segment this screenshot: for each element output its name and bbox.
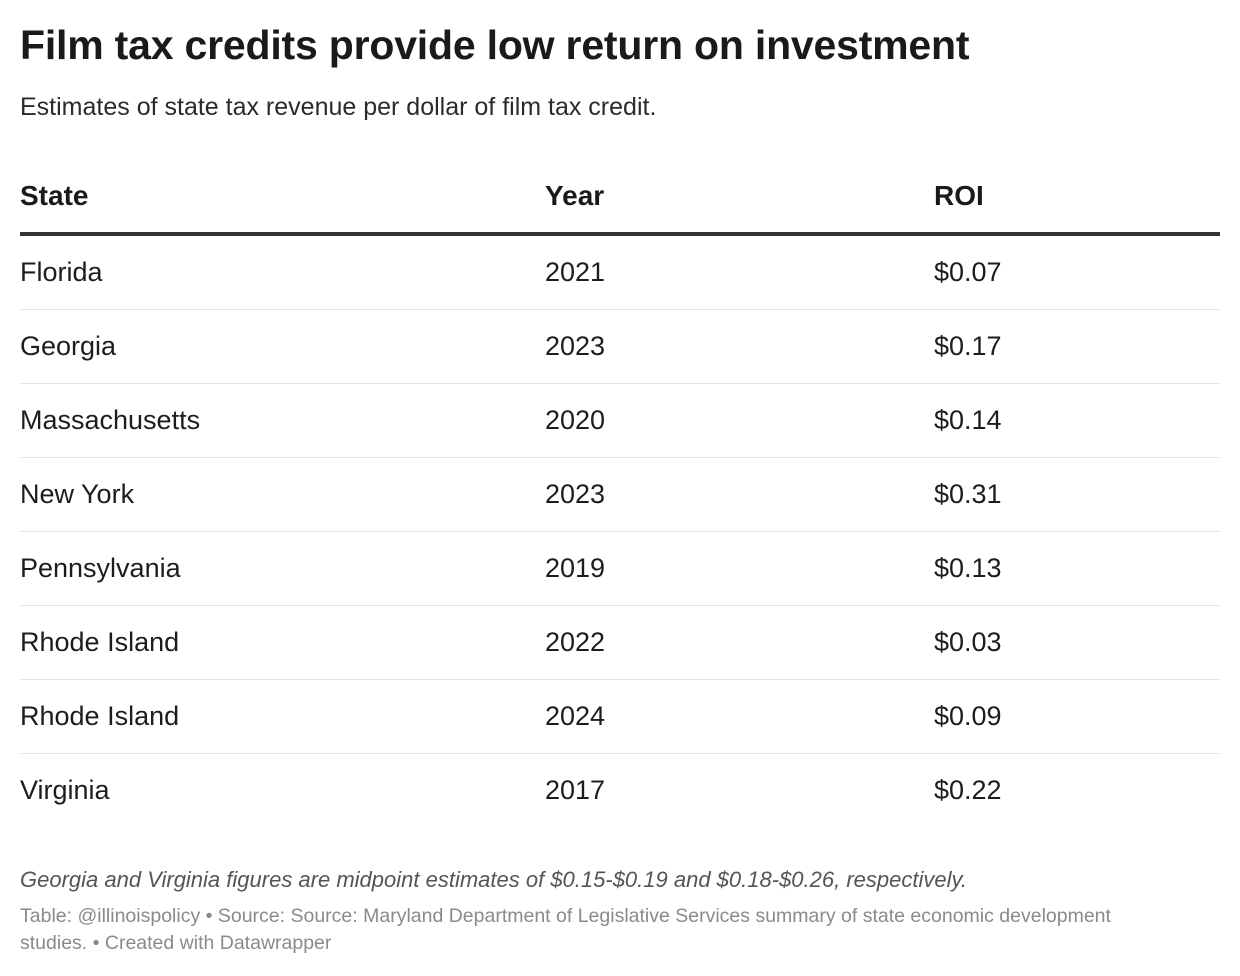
cell-year: 2022: [545, 605, 934, 680]
chart-title: Film tax credits provide low return on i…: [20, 22, 970, 68]
chart-subtitle: Estimates of state tax revenue per dolla…: [20, 93, 657, 121]
cell-state: New York: [20, 457, 545, 532]
cell-year: 2021: [545, 234, 934, 310]
table-row: Massachusetts 2020 $0.14: [20, 383, 1220, 458]
cell-roi: $0.13: [934, 531, 1220, 606]
column-header-roi: ROI: [934, 160, 1220, 236]
chart-notes: Georgia and Virginia figures are midpoin…: [20, 867, 967, 892]
cell-year: 2023: [545, 309, 934, 384]
cell-year: 2023: [545, 457, 934, 532]
cell-year: 2017: [545, 775, 606, 805]
cell-roi: $0.14: [934, 383, 1220, 458]
cell-state: Pennsylvania: [20, 531, 545, 606]
cell-state: Virginia: [20, 775, 110, 805]
table-row: Pennsylvania 2019 $0.13: [20, 531, 1220, 606]
cell-state: Rhode Island: [20, 605, 545, 680]
cell-roi: $0.09: [934, 679, 1220, 754]
cell-year: 2019: [545, 531, 934, 606]
table-row: New York 2023 $0.31: [20, 457, 1220, 532]
data-table: State Year ROI Florida 2021 $0.07 Georgi…: [20, 160, 1220, 827]
table-row: Florida 2021 $0.07: [20, 234, 1220, 310]
column-header-year: Year: [545, 160, 934, 236]
table-row: Virginia 2017 $0.22: [20, 754, 1220, 828]
column-header-state: State: [20, 160, 545, 236]
chart-footer: Table: @illinoispolicy • Source: Source:…: [20, 905, 1111, 954]
cell-roi: $0.07: [934, 234, 1220, 310]
cell-roi: $0.17: [934, 309, 1220, 384]
table-row: Rhode Island 2022 $0.03: [20, 605, 1220, 680]
table-header-row: State Year ROI: [20, 160, 1220, 236]
cell-state: Florida: [20, 234, 545, 310]
cell-state: Massachusetts: [20, 383, 545, 458]
cell-state: Georgia: [20, 309, 545, 384]
table-row: Georgia 2023 $0.17: [20, 309, 1220, 384]
table-row: Rhode Island 2024 $0.09: [20, 679, 1220, 754]
cell-year: 2020: [545, 383, 934, 458]
cell-state: Rhode Island: [20, 679, 545, 754]
cell-roi: $0.22: [934, 775, 1002, 805]
cell-roi: $0.31: [934, 457, 1220, 532]
cell-roi: $0.03: [934, 605, 1220, 680]
cell-year: 2024: [545, 679, 934, 754]
